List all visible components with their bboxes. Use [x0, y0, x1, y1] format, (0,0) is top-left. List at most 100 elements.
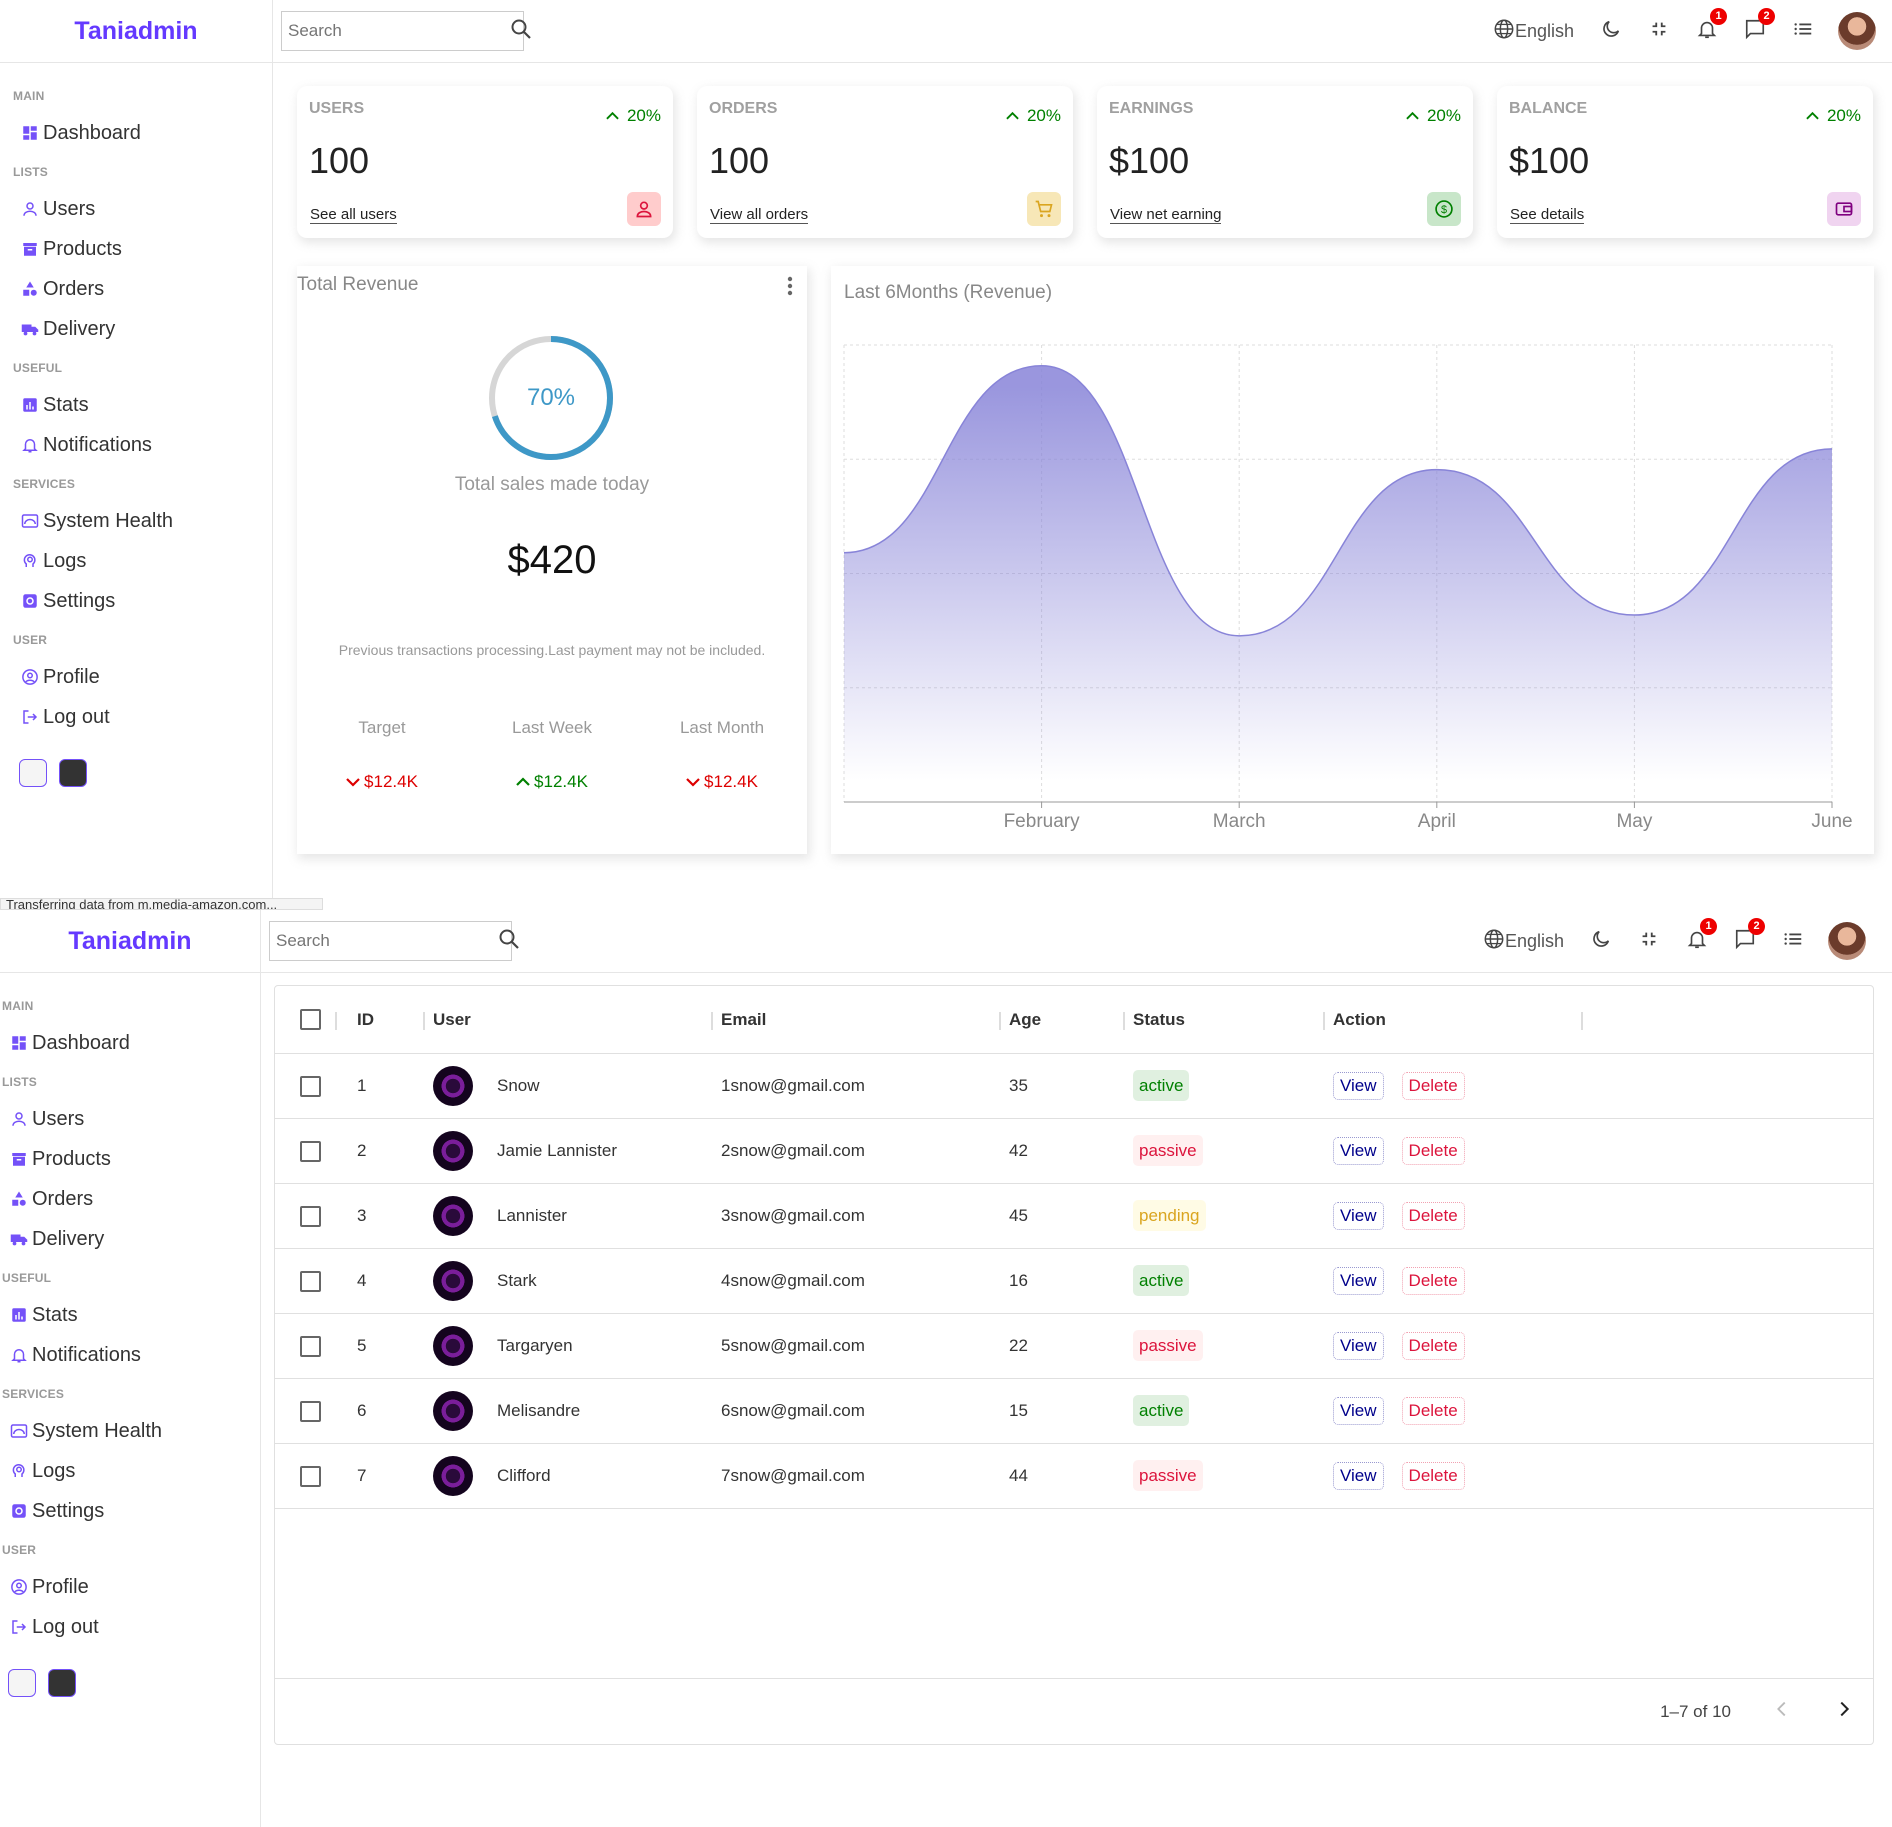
fullscreen-exit-button[interactable]: [1638, 928, 1660, 955]
messages-button[interactable]: 2: [1744, 7, 1775, 45]
language-selector[interactable]: English: [1483, 928, 1564, 955]
table-row[interactable]: 7 Clifford 7snow@gmail.com 44 passive Vi…: [275, 1444, 1873, 1509]
view-button[interactable]: View: [1333, 1137, 1384, 1165]
sidebar-item-orders[interactable]: Orders: [13, 269, 272, 309]
sidebar-item-delivery[interactable]: Delivery: [2, 1219, 260, 1259]
sidebar-item-label: Orders: [32, 1187, 94, 1210]
light-theme-option[interactable]: [19, 759, 47, 787]
row-checkbox[interactable]: [299, 1335, 321, 1357]
delete-button[interactable]: Delete: [1401, 1332, 1465, 1360]
messages-button[interactable]: 2: [1734, 917, 1765, 955]
view-button[interactable]: View: [1333, 1072, 1384, 1100]
dark-mode-toggle[interactable]: [1600, 18, 1622, 45]
list-menu-button[interactable]: [1792, 18, 1814, 45]
light-theme-option[interactable]: [8, 1669, 36, 1697]
search-icon[interactable]: [509, 17, 533, 46]
widget-link[interactable]: View net earning: [1110, 206, 1222, 224]
sidebar-item-dashboard[interactable]: Dashboard: [2, 1023, 260, 1063]
view-button[interactable]: View: [1333, 1202, 1384, 1230]
sidebar-item-products[interactable]: Products: [2, 1139, 260, 1179]
sidebar-item-notifications[interactable]: Notifications: [2, 1335, 260, 1375]
row-checkbox[interactable]: [299, 1400, 321, 1422]
column-header-id[interactable]: ID: [335, 1010, 433, 1030]
view-button[interactable]: View: [1333, 1267, 1384, 1295]
column-header-age[interactable]: Age: [999, 1010, 1133, 1030]
column-header-email[interactable]: Email: [711, 1010, 1009, 1030]
delete-button[interactable]: Delete: [1401, 1072, 1465, 1100]
widget-link[interactable]: See details: [1510, 206, 1585, 224]
delete-button[interactable]: Delete: [1401, 1267, 1465, 1295]
sidebar-item-system-health[interactable]: System Health: [2, 1411, 260, 1451]
language-selector[interactable]: English: [1493, 18, 1574, 45]
row-checkbox[interactable]: [299, 1270, 321, 1292]
delete-button[interactable]: Delete: [1401, 1462, 1465, 1490]
view-button[interactable]: View: [1333, 1332, 1384, 1360]
sidebar-item-delivery[interactable]: Delivery: [13, 309, 272, 349]
sidebar-item-users[interactable]: Users: [2, 1099, 260, 1139]
column-header-action[interactable]: Action: [1323, 1010, 1583, 1030]
logo[interactable]: Taniadmin: [68, 926, 192, 955]
user-name: Stark: [497, 1271, 537, 1290]
notifications-button[interactable]: 1: [1696, 7, 1727, 45]
row-checkbox[interactable]: [299, 1465, 321, 1487]
sidebar-item-settings[interactable]: Settings: [13, 581, 272, 621]
next-page-icon[interactable]: [1833, 1698, 1855, 1725]
list-menu-button[interactable]: [1782, 928, 1804, 955]
sidebar-item-profile[interactable]: Profile: [13, 657, 272, 697]
search-input[interactable]: [288, 21, 509, 41]
row-checkbox[interactable]: [299, 1205, 321, 1227]
dark-mode-toggle[interactable]: [1590, 928, 1612, 955]
sidebar-item-log-out[interactable]: Log out: [13, 697, 272, 737]
sidebar-item-dashboard[interactable]: Dashboard: [13, 113, 272, 153]
table-row[interactable]: 2 Jamie Lannister 2snow@gmail.com 42 pas…: [275, 1119, 1873, 1184]
table-row[interactable]: 3 Lannister 3snow@gmail.com 45 pending V…: [275, 1184, 1873, 1249]
bell-icon: [1696, 18, 1718, 45]
notifications-button[interactable]: 1: [1686, 917, 1717, 955]
delete-button[interactable]: Delete: [1401, 1137, 1465, 1165]
sidebar-item-users[interactable]: Users: [13, 189, 272, 229]
fullscreen-exit-icon: [1648, 18, 1670, 45]
more-vert-icon[interactable]: [785, 274, 795, 303]
logo[interactable]: Taniadmin: [74, 16, 198, 45]
delete-button[interactable]: Delete: [1401, 1202, 1465, 1230]
sidebar-item-profile[interactable]: Profile: [2, 1567, 260, 1607]
view-button[interactable]: View: [1333, 1397, 1384, 1425]
table-row[interactable]: 1 Snow 1snow@gmail.com 35 active View Del…: [275, 1054, 1873, 1119]
avatar[interactable]: [1828, 922, 1866, 960]
widget-link[interactable]: View all orders: [710, 206, 809, 224]
row-checkbox[interactable]: [299, 1140, 321, 1162]
widget-percent-value: 20%: [1826, 106, 1861, 125]
sidebar-item-system-health[interactable]: System Health: [13, 501, 272, 541]
view-button[interactable]: View: [1333, 1462, 1384, 1490]
sidebar-item-label: Settings: [32, 1499, 105, 1522]
dark-theme-option[interactable]: [59, 759, 87, 787]
sidebar-item-log-out[interactable]: Log out: [2, 1607, 260, 1647]
cell-age: 45: [1009, 1206, 1028, 1225]
sidebar-item-label: Products: [32, 1147, 111, 1170]
sidebar-item-stats[interactable]: Stats: [2, 1295, 260, 1335]
sidebar-item-logs[interactable]: Logs: [2, 1451, 260, 1491]
avatar[interactable]: [1838, 12, 1876, 50]
sidebar-item-logs[interactable]: Logs: [13, 541, 272, 581]
search-icon[interactable]: [497, 927, 521, 956]
sidebar-item-stats[interactable]: Stats: [13, 385, 272, 425]
column-header-user[interactable]: User: [423, 1010, 721, 1030]
select-all-checkbox[interactable]: [299, 1009, 321, 1030]
sidebar-item-products[interactable]: Products: [13, 229, 272, 269]
row-checkbox[interactable]: [299, 1075, 321, 1097]
cell-email: 5snow@gmail.com: [721, 1336, 865, 1355]
table-row[interactable]: 6 Melisandre 6snow@gmail.com 15 active V…: [275, 1379, 1873, 1444]
column-header-status[interactable]: Status: [1123, 1010, 1333, 1030]
sidebar-item-notifications[interactable]: Notifications: [13, 425, 272, 465]
delete-button[interactable]: Delete: [1401, 1397, 1465, 1425]
prev-page-icon[interactable]: [1771, 1698, 1793, 1725]
sidebar-item-orders[interactable]: Orders: [2, 1179, 260, 1219]
dark-theme-option[interactable]: [48, 1669, 76, 1697]
widget-link[interactable]: See all users: [310, 206, 397, 224]
fullscreen-exit-button[interactable]: [1648, 18, 1670, 45]
search-input[interactable]: [276, 931, 497, 951]
bar-chart-icon: [21, 396, 39, 414]
table-row[interactable]: 4 Stark 4snow@gmail.com 16 active View De…: [275, 1249, 1873, 1314]
table-row[interactable]: 5 Targaryen 5snow@gmail.com 22 passive V…: [275, 1314, 1873, 1379]
sidebar-item-settings[interactable]: Settings: [2, 1491, 260, 1531]
